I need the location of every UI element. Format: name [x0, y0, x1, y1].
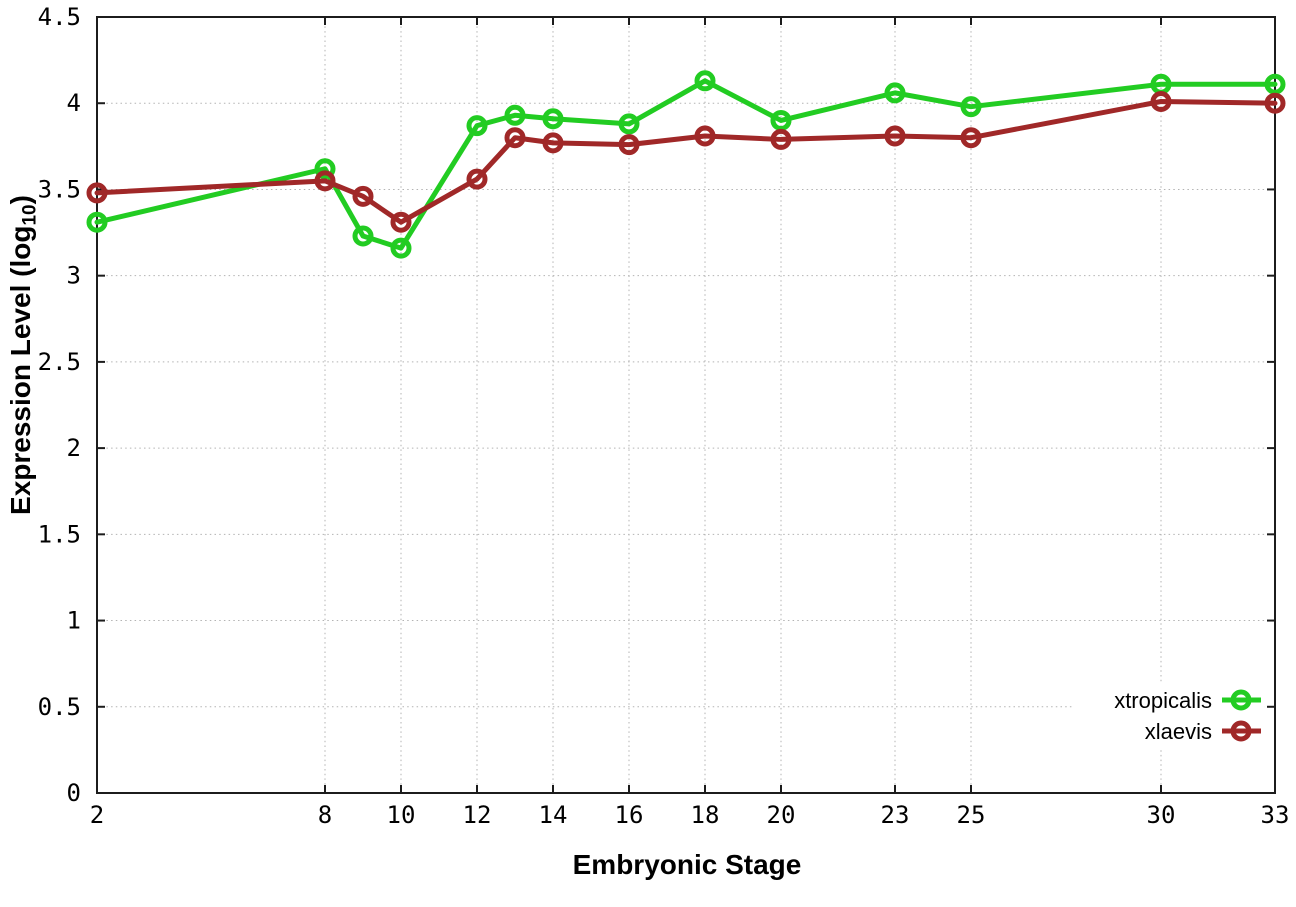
xlaevis-point-marker [86, 182, 108, 204]
xtropicalis-line [94, 78, 1278, 251]
xtropicalis-point-marker [504, 104, 526, 126]
y-axis-title-subscript: 10 [19, 204, 41, 226]
xlaevis-point-marker [770, 128, 792, 150]
x-tick-label: 8 [318, 801, 332, 829]
xlaevis-point-marker [960, 127, 982, 149]
xtropicalis-point-marker [694, 70, 716, 92]
y-tick-label: 1 [67, 607, 81, 635]
xlaevis-line [94, 98, 1278, 225]
y-axis-title-text: Expression Level (log [5, 225, 36, 515]
legend: xtropicalis xlaevis [1114, 688, 1261, 744]
y-tick-label: 4.5 [38, 3, 81, 31]
y-tick-label: 2.5 [38, 348, 81, 376]
y-axis-title-close: ) [5, 195, 36, 205]
x-tick-label: 30 [1147, 801, 1176, 829]
xtropicalis-point-marker [960, 96, 982, 118]
x-tick-label: 20 [767, 801, 796, 829]
xlaevis-point-marker [542, 132, 564, 154]
x-tick-label: 25 [957, 801, 986, 829]
series-xlaevis [86, 90, 1286, 233]
xtropicalis-point-marker [390, 237, 412, 259]
y-tick-label: 3 [67, 262, 81, 290]
xlaevis-point-marker [1150, 90, 1172, 112]
xlaevis-point-marker [352, 185, 374, 207]
x-tick-label: 10 [387, 801, 416, 829]
xlaevis-point-marker [466, 168, 488, 190]
xtropicalis-point-marker [618, 113, 640, 135]
legend-entry-xlaevis: xlaevis [1145, 719, 1261, 744]
xlaevis-point-marker [884, 125, 906, 147]
xlaevis-point-marker [314, 170, 336, 192]
legend-entry-xtropicalis: xtropicalis [1114, 688, 1261, 713]
tick-marks [96, 16, 1276, 794]
xlaevis-point-marker [1264, 92, 1286, 114]
x-axis-title: Embryonic Stage [572, 849, 802, 880]
y-tick-label: 1.5 [38, 520, 81, 548]
xtropicalis-point-marker [314, 158, 336, 180]
xlaevis-point-marker [504, 127, 526, 149]
y-tick-label: 4 [67, 89, 81, 117]
y-tick-label: 0.5 [38, 693, 81, 721]
xtropicalis-point-marker [884, 82, 906, 104]
x-tick-label: 2 [90, 801, 104, 829]
gridlines [97, 17, 1275, 793]
tick-labels: 2 8 10 12 14 16 18 20 23 25 30 33 0 0.5 1 1.5 2 2.5 3 3.5 4 4… [38, 3, 1290, 829]
xlaevis-point-marker [694, 125, 716, 147]
xtropicalis-point-marker [466, 115, 488, 137]
x-tick-label: 33 [1261, 801, 1290, 829]
x-tick-label: 12 [463, 801, 492, 829]
xlaevis-point-marker [618, 134, 640, 156]
legend-marker-sample [1230, 720, 1252, 742]
x-tick-label: 18 [691, 801, 720, 829]
series-xtropicalis [86, 70, 1286, 259]
legend-marker-sample [1230, 689, 1252, 711]
legend-label-xlaevis: xlaevis [1145, 719, 1212, 744]
xtropicalis-point-marker [1264, 73, 1286, 95]
xtropicalis-point-marker [770, 109, 792, 131]
y-tick-label: 0 [67, 779, 81, 807]
x-tick-label: 14 [539, 801, 568, 829]
x-tick-label: 16 [615, 801, 644, 829]
xtropicalis-point-marker [352, 225, 374, 247]
xlaevis-point-marker [390, 211, 412, 233]
xtropicalis-point-marker [542, 108, 564, 130]
xtropicalis-point-marker [86, 211, 108, 233]
y-tick-label: 3.5 [38, 175, 81, 203]
plot-border [96, 16, 1276, 794]
legend-label-xtropicalis: xtropicalis [1114, 688, 1212, 713]
y-axis-title: Expression Level (log10) [5, 115, 41, 595]
y-tick-label: 2 [67, 434, 81, 462]
x-tick-label: 23 [881, 801, 910, 829]
